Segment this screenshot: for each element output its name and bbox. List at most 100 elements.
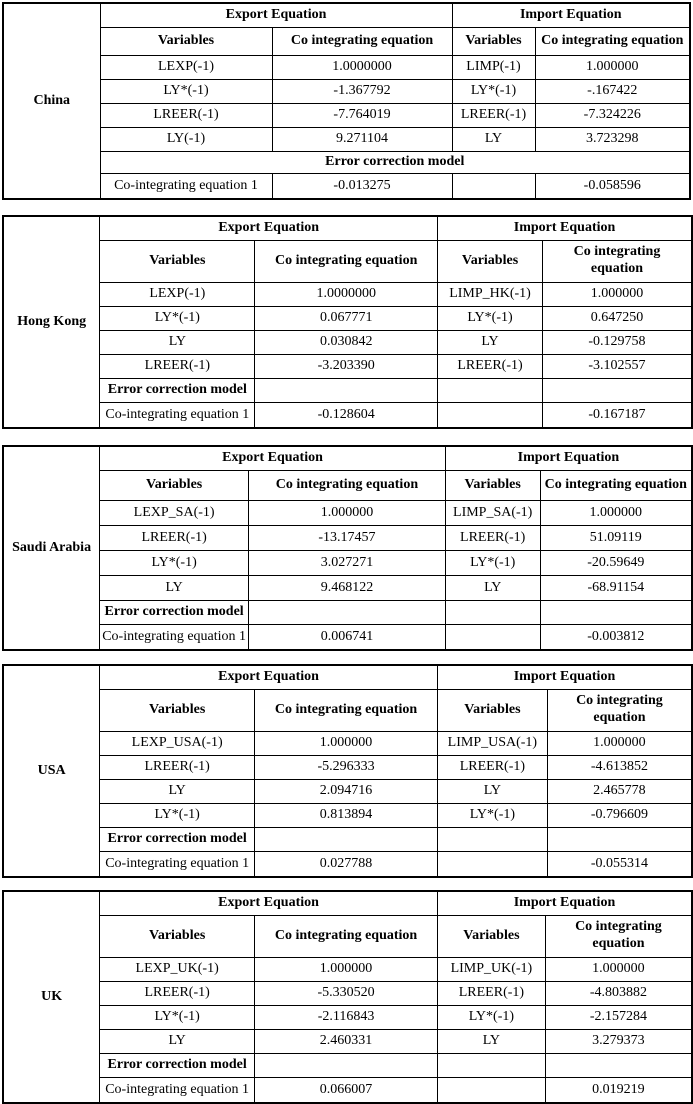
error-correction-label-cell: Error correction model (99, 150, 691, 174)
coint1-label-cell: Co-integrating equation 1 (99, 1076, 256, 1104)
export-equation-header: Export Equation (99, 445, 446, 471)
export-cointegrating-header: Co integrating equation (271, 26, 453, 56)
coint1-export-value: -0.013275 (271, 172, 453, 200)
empty-cell (436, 1076, 546, 1104)
coint1-label-cell: Co-integrating equation 1 (99, 623, 250, 651)
empty-cell (436, 850, 548, 878)
cointegrating-eq1-row: Co-integrating equation 1 0.006741 -0.0038… (3, 623, 693, 651)
error-correction-label-cell: Error correction model (99, 1052, 256, 1078)
coint1-export-value: -0.128604 (254, 401, 439, 429)
export-variable-cell: LEXP(-1) (99, 281, 256, 307)
import-value-cell: 3.723298 (534, 126, 691, 152)
coint1-export-value: 0.027788 (254, 850, 438, 878)
coint1-label-cell: Co-integrating equation 1 (99, 850, 256, 878)
import-value-cell: -7.324226 (534, 102, 691, 128)
export-value-cell: -7.764019 (271, 102, 453, 128)
results-table-hong-kong: Hong Kong Export Equation Import Equation V… (2, 215, 693, 429)
import-cointegrating-header: Co integrating equation (544, 914, 693, 958)
export-variable-cell: LREER(-1) (99, 980, 256, 1006)
export-variables-header: Variables (99, 688, 256, 732)
import-variable-cell: LY (437, 329, 543, 355)
import-value-cell: -0.129758 (541, 329, 693, 355)
export-variable-cell: LY (99, 574, 250, 601)
data-row: LREER(-1) -3.203390 LREER(-1) -3.102557 (3, 353, 693, 379)
import-cointegrating-header-text: Co integrating equation (573, 244, 661, 276)
data-row: LY*(-1) -1.367792 LY*(-1) -.167422 (3, 78, 691, 104)
import-variables-header: Variables (451, 26, 536, 56)
data-row: LY*(-1) 0.813894 LY*(-1) -0.796609 (3, 802, 693, 828)
empty-cell (436, 1052, 546, 1078)
export-variable-cell: LY*(-1) (99, 305, 256, 331)
table-header-row: UK Export Equation Import Equation (2, 890, 693, 1104)
export-value-cell: 0.067771 (254, 305, 439, 331)
results-table-usa: USA Export Equation Import Equation Variabl… (2, 664, 693, 878)
empty-cell (254, 1052, 438, 1078)
data-row: LEXP_USA(-1) 1.000000 LIMP_USA(-1) 1.000000 (3, 730, 693, 756)
data-row: LY 0.030842 LY -0.129758 (3, 329, 693, 355)
empty-cell (544, 1052, 693, 1078)
import-variable-cell: LIMP_UK(-1) (436, 956, 546, 982)
import-equation-header: Import Equation (451, 2, 691, 28)
export-value-cell: 2.460331 (254, 1028, 438, 1054)
import-cointegrating-header-text: Co integrating equation (576, 693, 663, 725)
empty-cell (248, 599, 446, 625)
import-variable-cell: LIMP(-1) (451, 54, 536, 80)
data-row: LEXP_SA(-1) 1.000000 LIMP_SA(-1) 1.000000 (3, 499, 693, 526)
export-value-cell: -2.116843 (254, 1004, 438, 1030)
error-correction-label-cell: Error correction model (99, 377, 256, 403)
sub-header-row: Variables Co integrating equation Variable… (3, 26, 691, 56)
export-value-cell: -5.330520 (254, 980, 438, 1006)
data-row: LY*(-1) 3.027271 LY*(-1) -20.59649 (3, 549, 693, 576)
empty-cell (444, 623, 541, 651)
coint1-import-value: -0.003812 (539, 623, 693, 651)
error-correction-label-cell: Error correction model (99, 599, 250, 625)
cointegrating-eq1-row: Co-integrating equation 1 -0.013275 -0.058… (3, 172, 691, 200)
coint1-import-value: -0.167187 (541, 401, 693, 429)
import-value-cell: 51.09119 (539, 524, 693, 551)
export-variable-cell: LREER(-1) (99, 353, 256, 379)
export-value-cell: -3.203390 (254, 353, 439, 379)
import-value-cell: 3.279373 (544, 1028, 693, 1054)
export-value-cell: 1.0000000 (254, 281, 439, 307)
table-header-row: USA Export Equation Import Equation (2, 664, 693, 878)
export-variable-cell: LEXP_USA(-1) (99, 730, 256, 756)
import-cointegrating-header: Co integrating equation (539, 469, 693, 501)
export-value-cell: -5.296333 (254, 754, 438, 780)
export-cointegrating-header: Co integrating equation (254, 239, 439, 283)
import-variable-cell: LY (436, 1028, 546, 1054)
cointegrating-eq1-row: Co-integrating equation 1 0.027788 -0.0553… (3, 850, 693, 878)
empty-cell (444, 599, 541, 625)
export-variable-cell: LY (99, 1028, 256, 1054)
import-cointegrating-header-text: Co integrating equation (575, 919, 662, 951)
export-value-cell: 1.0000000 (271, 54, 453, 80)
coint1-import-value: -0.055314 (546, 850, 693, 878)
coint1-export-value: 0.006741 (248, 623, 446, 651)
export-value-cell: 9.271104 (271, 126, 453, 152)
sub-header-row: Variables Co integrating equation Variable… (3, 914, 693, 958)
import-variables-header: Variables (436, 688, 548, 732)
data-row: LREER(-1) -5.330520 LREER(-1) -4.803882 (3, 980, 693, 1006)
export-value-cell: 2.094716 (254, 778, 438, 804)
sub-header-row: Variables Co integrating equation Variable… (3, 469, 693, 501)
coint1-label-cell: Co-integrating equation 1 (99, 401, 256, 429)
empty-cell (451, 172, 536, 200)
export-variable-cell: LEXP_SA(-1) (99, 499, 250, 526)
import-variable-cell: LY*(-1) (444, 549, 541, 576)
export-cointegrating-header: Co integrating equation (254, 688, 438, 732)
sub-header-row: Variables Co integrating equation Variable… (3, 239, 693, 283)
export-variables-header: Variables (99, 914, 256, 958)
export-variable-cell: LY(-1) (99, 126, 273, 152)
export-value-cell: 1.000000 (248, 499, 446, 526)
error-correction-row: Error correction model (3, 826, 693, 852)
export-value-cell: 3.027271 (248, 549, 446, 576)
empty-cell (546, 826, 693, 852)
import-variable-cell: LY*(-1) (451, 78, 536, 104)
export-variable-cell: LY*(-1) (99, 549, 250, 576)
export-value-cell: 0.030842 (254, 329, 439, 355)
empty-cell (254, 826, 438, 852)
import-variable-cell: LREER(-1) (444, 524, 541, 551)
export-variables-header: Variables (99, 239, 256, 283)
coint1-label-cell: Co-integrating equation 1 (99, 172, 273, 200)
error-correction-row: Error correction model (3, 1052, 693, 1078)
export-variables-header: Variables (99, 469, 250, 501)
